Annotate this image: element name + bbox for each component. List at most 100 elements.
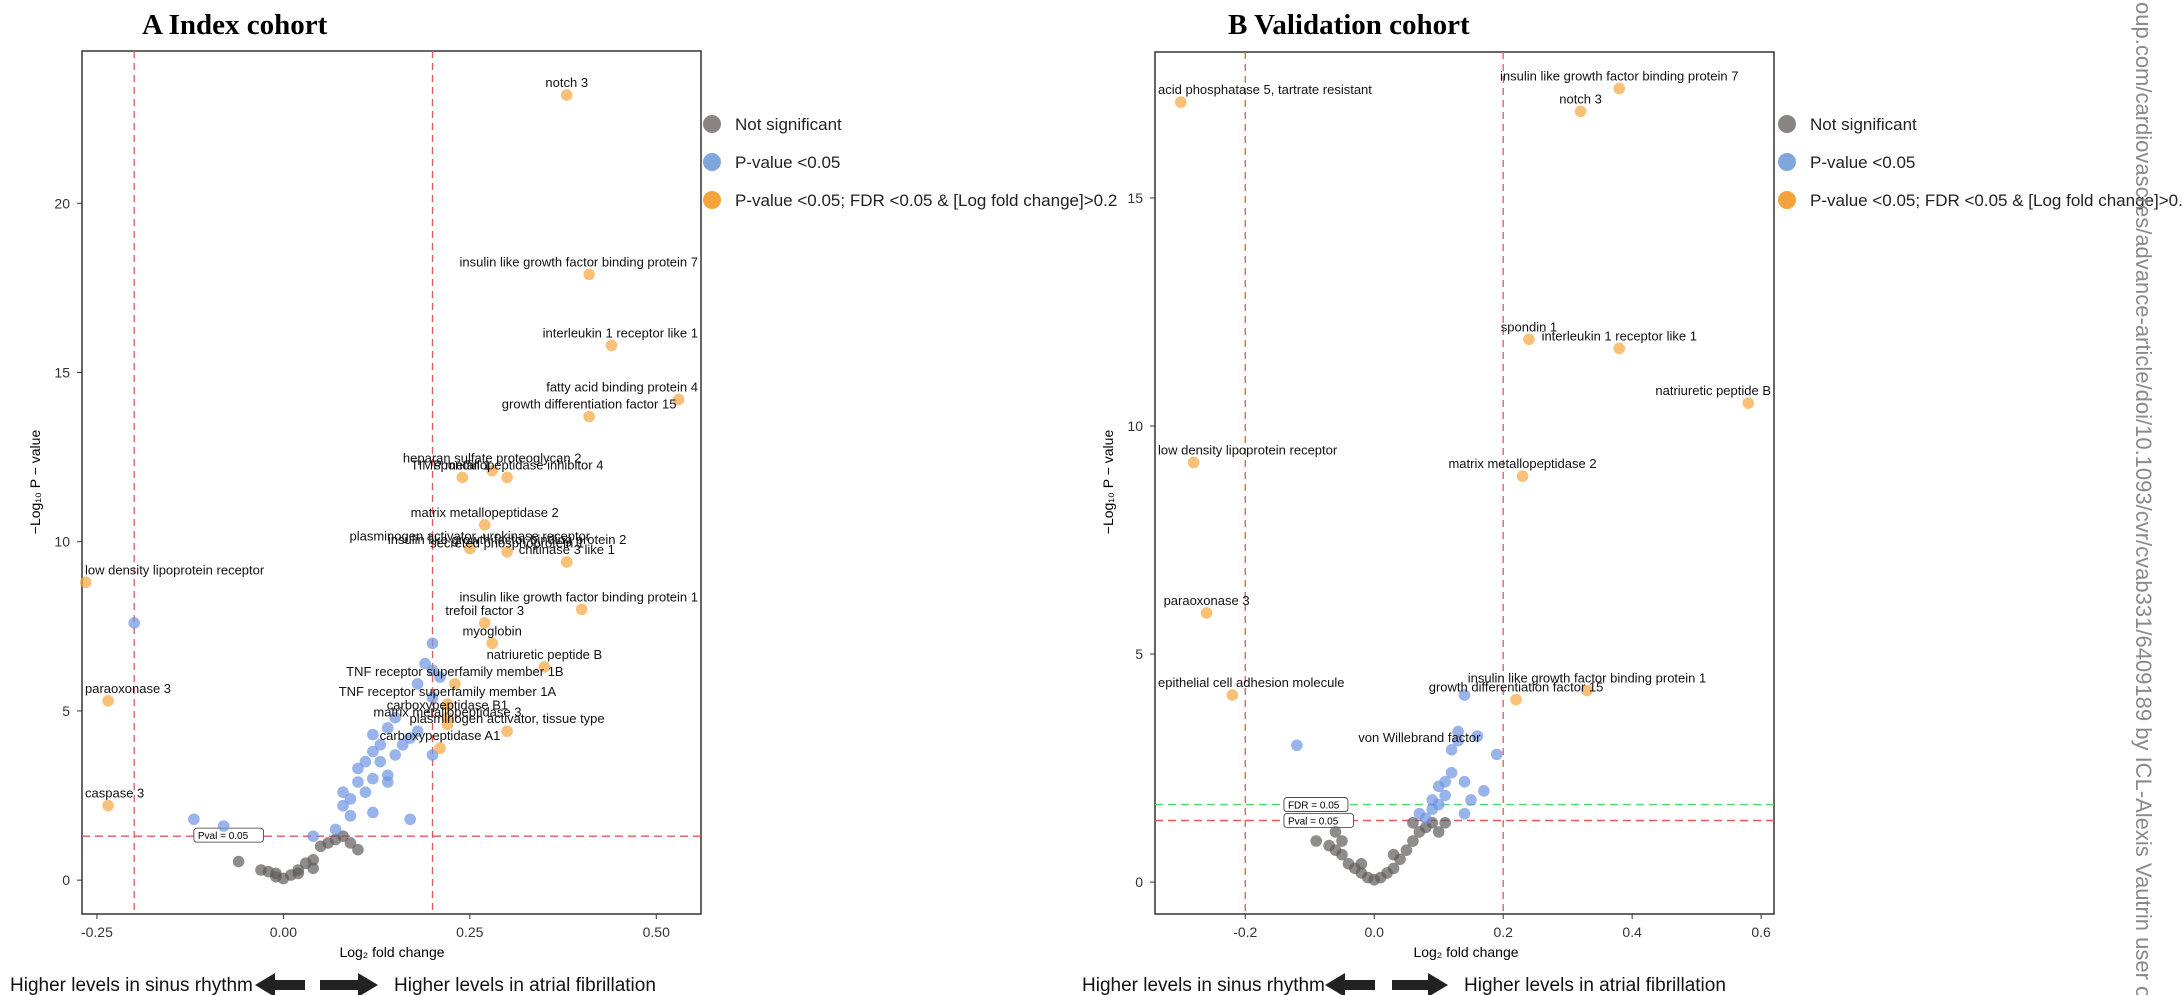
threshold-label-box (1283, 797, 1349, 812)
data-point-p (396, 738, 409, 751)
data-point-fdr (583, 268, 595, 281)
data-point-p (1445, 766, 1458, 779)
data-point-fdr (1613, 82, 1626, 95)
data-point-fdr (486, 637, 498, 650)
data-point-p (426, 637, 439, 650)
data-point-fdr (102, 799, 114, 812)
y-tick-label: 15 (1127, 190, 1143, 206)
point-label: myoglobin (463, 623, 522, 638)
point-label: interleukin 1 receptor like 1 (543, 325, 698, 340)
data-point-fdr (441, 718, 454, 731)
data-point-fdr (1226, 689, 1239, 701)
point-label: insulin like growth factor binding prote… (388, 532, 626, 547)
data-point-ns (1439, 816, 1451, 829)
point-label: carboxypeptidase A1 (380, 728, 501, 743)
point-label: caspase 3 (85, 786, 144, 801)
data-point-p (426, 749, 439, 761)
point-label: spondin 1 (1501, 319, 1557, 334)
point-label: growth differentiation factor 15 (502, 397, 677, 412)
point-label: chitinase 3 like 1 (519, 542, 615, 557)
point-label: spondin 1 (434, 457, 490, 472)
data-point-p (217, 820, 230, 832)
data-point-ns (1407, 816, 1419, 829)
data-point-fdr (1510, 693, 1522, 706)
point-label: matrix metallopeptidase 2 (1448, 456, 1596, 471)
data-point-p (426, 691, 439, 704)
data-point-ns (1336, 848, 1348, 861)
panel-b-title: B Validation cohort (1228, 9, 1470, 41)
data-point-fdr (560, 89, 573, 101)
point-label: fatty acid binding protein 4 (546, 380, 698, 395)
panel-b-plot-area (1154, 51, 1775, 915)
data-point-ns (1407, 835, 1419, 847)
data-point-p (1490, 748, 1503, 761)
data-point-p (337, 786, 349, 798)
data-point-p (411, 725, 424, 738)
data-point-p (426, 664, 439, 677)
legend-a: Not significant P-value <0.05 P-value <0… (703, 115, 1117, 210)
point-label: low density lipoprotein receptor (85, 562, 265, 577)
panel-a-plot-area (81, 50, 702, 915)
data-point-ns (307, 854, 319, 866)
point-label: epithelial cell adhesion molecule (1158, 675, 1344, 690)
data-point-ns (270, 867, 282, 880)
data-point-fdr (1581, 684, 1593, 697)
data-point-fdr (1523, 333, 1535, 346)
panel-b-points (1174, 82, 1755, 886)
data-point-ns (1355, 858, 1368, 870)
data-point-p (1439, 789, 1451, 802)
legend-b-p-label: P-value <0.05 (1810, 153, 1915, 172)
watermark: oup.com/cardiovascres/advance-article/do… (2131, 2, 2156, 995)
data-point-p (1458, 807, 1471, 820)
data-point-p (389, 711, 402, 724)
data-point-p (359, 786, 372, 798)
point-label: insulin like growth factor binding prote… (1500, 68, 1738, 83)
data-point-fdr (575, 603, 588, 616)
data-point-ns (1336, 835, 1348, 847)
data-point-ns (1387, 862, 1400, 875)
threshold-label: Pval = 0.05 (1288, 817, 1339, 828)
point-label: notch 3 (1559, 91, 1602, 106)
data-point-ns (352, 843, 364, 856)
data-point-fdr (478, 519, 491, 531)
panel-a-title: A Index cohort (142, 9, 328, 41)
data-point-fdr (486, 464, 498, 477)
y-tick-label: 10 (1127, 418, 1143, 434)
data-point-p (367, 806, 379, 819)
x-tick-label: 0.0 (1364, 924, 1384, 940)
point-label: natriuretic peptide B (487, 647, 603, 662)
data-point-p (1432, 798, 1445, 811)
legend-a-fdr-label: P-value <0.05; FDR <0.05 & [Log fold cha… (735, 191, 1117, 210)
legend-b-ns-label: Not significant (1810, 115, 1917, 134)
point-label: matrix metallopeptidase 3 (373, 704, 521, 719)
data-point-fdr (501, 471, 513, 484)
x-tick-label: 0.50 (643, 924, 670, 940)
data-point-p (389, 749, 402, 761)
data-point-fdr (672, 393, 685, 406)
data-point-p (1413, 807, 1426, 820)
data-point-ns (292, 867, 305, 880)
point-label: TNF receptor superfamily member 1A (339, 684, 557, 699)
legend-b: Not significant P-value <0.05 P-value <0… (1778, 115, 2183, 210)
data-point-p (419, 657, 431, 670)
point-label: low density lipoprotein receptor (1158, 442, 1338, 457)
data-point-ns (1329, 826, 1342, 838)
data-point-p (411, 678, 424, 690)
panel-a-ticks: -0.25 0.00 0.25 0.50 0 5 10 15 20 (54, 195, 670, 940)
point-label: natriuretic peptide B (1655, 383, 1771, 398)
left-arrow-icon (1325, 973, 1375, 995)
data-point-p (337, 799, 349, 812)
panel-a-points (79, 89, 685, 885)
data-point-ns (1400, 844, 1413, 856)
legend-a-ns-label: Not significant (735, 115, 842, 134)
direction-b: Higher levels in sinus rhythm Higher lev… (1082, 973, 1726, 995)
data-point-fdr (1187, 456, 1200, 469)
data-point-p (352, 762, 364, 775)
panel-b-point-labels: acid phosphatase 5, tartrate resistant in… (1158, 68, 1771, 744)
threshold-label: Pval = 0.05 (198, 831, 249, 842)
point-label: insulin like growth factor binding prote… (460, 589, 698, 604)
data-point-fdr (79, 576, 92, 589)
legend-a-p-swatch (703, 153, 721, 171)
direction-a-sinus-label: Higher levels in sinus rhythm (10, 975, 253, 995)
data-point-p (381, 769, 394, 782)
